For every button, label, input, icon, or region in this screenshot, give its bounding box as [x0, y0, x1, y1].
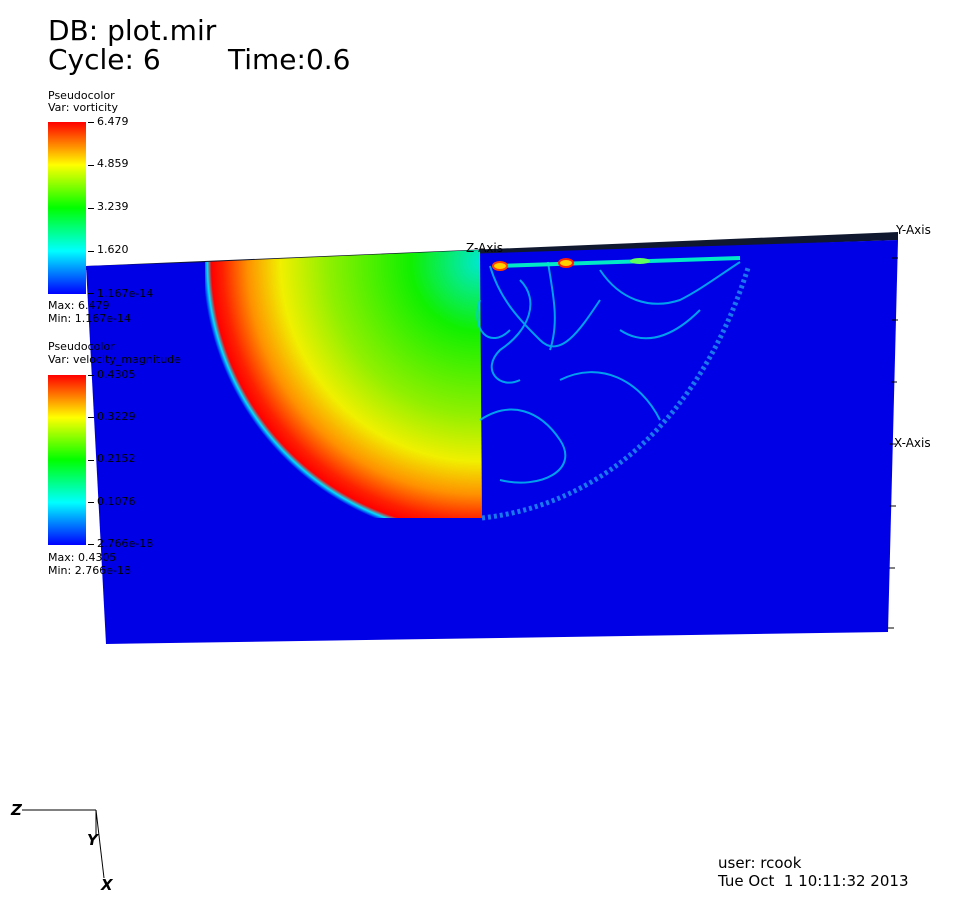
- legend-tick-label: 6.479: [97, 115, 129, 128]
- velocity-wavefront: [205, 250, 482, 518]
- legend-tick-mark: [88, 502, 94, 503]
- legend-tick-mark: [88, 460, 94, 461]
- legend-tick-mark: [88, 165, 94, 166]
- legend-plot-type: Pseudocolor: [48, 89, 115, 102]
- vortex-filament: [489, 265, 601, 348]
- legend-max-label: Max: 6.479: [48, 299, 110, 312]
- legend-tick-label: 0.1076: [97, 495, 136, 508]
- user-label: user: rcook: [718, 854, 802, 872]
- database-title: DB: plot.mir: [48, 14, 217, 47]
- legend-tick-label: 1.167e-14: [97, 287, 154, 300]
- legend-tick-label: 3.239: [97, 200, 129, 213]
- y-axis-ticks: [888, 257, 898, 629]
- vortex-filament: [479, 408, 567, 484]
- legend-tick-mark: [88, 122, 94, 123]
- triad-z-label: Z: [11, 801, 22, 819]
- legend-tick-label: 0.2152: [97, 452, 136, 465]
- z-axis-label: Z-Axis: [466, 241, 503, 255]
- legend-tick-mark: [88, 251, 94, 252]
- legend-var-label: Var: velocity_magnitude: [48, 353, 181, 366]
- legend-tick-label: 1.620: [97, 243, 129, 256]
- legend-min-label: Min: 2.766e-18: [48, 564, 131, 577]
- axis-triad: [22, 809, 105, 879]
- legend-tick-label: 2.766e-18: [97, 537, 154, 550]
- legend-var-label: Var: vorticity: [48, 101, 119, 114]
- boundary-vortex-band: [495, 256, 741, 268]
- legend-tick-label: 0.4305: [97, 368, 136, 381]
- vortex-filament: [476, 299, 511, 340]
- cycle-label: Cycle: 6: [48, 43, 161, 76]
- legend-tick-mark: [88, 375, 94, 376]
- legend-tick-label: 4.859: [97, 157, 129, 170]
- y-axis-label: Y-Axis: [896, 223, 931, 237]
- legend-min-label: Min: 1.167e-14: [48, 312, 131, 325]
- triad-y-label: Y: [87, 831, 98, 849]
- hot-spot: [492, 261, 508, 271]
- vortex-filament: [599, 261, 741, 305]
- triad-x-label: X: [101, 876, 113, 894]
- legend-tick-mark: [88, 544, 94, 545]
- velocity-colorbar: [48, 375, 86, 545]
- vortex-filament: [547, 261, 556, 351]
- vorticity-colorbar: [48, 122, 86, 294]
- legend-tick-mark: [88, 417, 94, 418]
- vortex-filament: [559, 371, 661, 421]
- timestamp-label: Tue Oct 1 10:11:32 2013: [718, 872, 909, 890]
- hot-spot: [630, 258, 650, 264]
- legend-max-label: Max: 0.4305: [48, 551, 117, 564]
- vortex-filament: [490, 279, 532, 384]
- hot-spot: [558, 258, 574, 268]
- legend-plot-type: Pseudocolor: [48, 340, 115, 353]
- legend-tick-mark: [88, 208, 94, 209]
- x-axis-label: X-Axis: [894, 436, 931, 450]
- time-label: Time:0.6: [228, 43, 351, 76]
- vorticity-wavefront: [481, 267, 751, 521]
- vortex-filament: [619, 309, 701, 340]
- legend-tick-mark: [88, 293, 94, 294]
- legend-tick-label: 0.3229: [97, 410, 136, 423]
